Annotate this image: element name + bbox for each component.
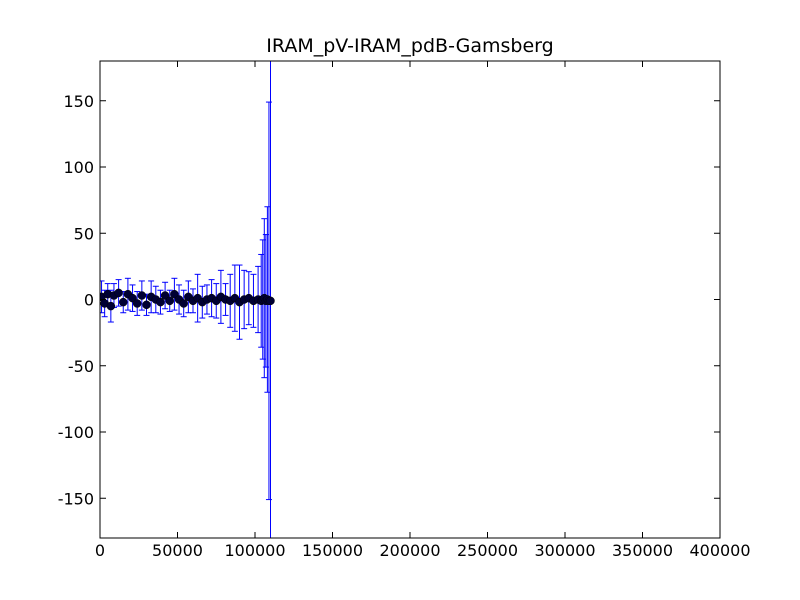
point <box>106 301 116 311</box>
point <box>266 296 275 306</box>
point <box>179 299 188 308</box>
point <box>119 297 128 307</box>
x-tick-label: 50000 <box>152 541 203 560</box>
x-tick-label: 0 <box>95 541 105 560</box>
plot-area <box>100 61 275 538</box>
y-tick-label: -50 <box>68 357 94 376</box>
x-tick-label: 150000 <box>302 541 363 560</box>
x-tick-label: 300000 <box>534 541 595 560</box>
x-tick-label: 250000 <box>457 541 518 560</box>
x-tick-label: 100000 <box>224 541 285 560</box>
chart-title: IRAM_pV-IRAM_pdB-Gamsberg <box>266 35 553 57</box>
x-tick-label: 200000 <box>379 541 440 560</box>
point <box>156 297 165 307</box>
point <box>137 291 147 300</box>
y-tick-label: -100 <box>58 423 94 442</box>
y-tick-label: 150 <box>63 92 94 111</box>
y-tick-label: 0 <box>84 291 94 310</box>
y-tick-label: -150 <box>58 489 94 508</box>
point <box>165 296 174 306</box>
point <box>114 288 123 298</box>
x-tick-label: 350000 <box>612 541 673 560</box>
point <box>142 300 151 310</box>
x-tick-label: 400000 <box>689 541 750 560</box>
y-tick-label: 100 <box>63 158 94 177</box>
point <box>132 299 142 308</box>
y-tick-label: 50 <box>74 224 94 243</box>
